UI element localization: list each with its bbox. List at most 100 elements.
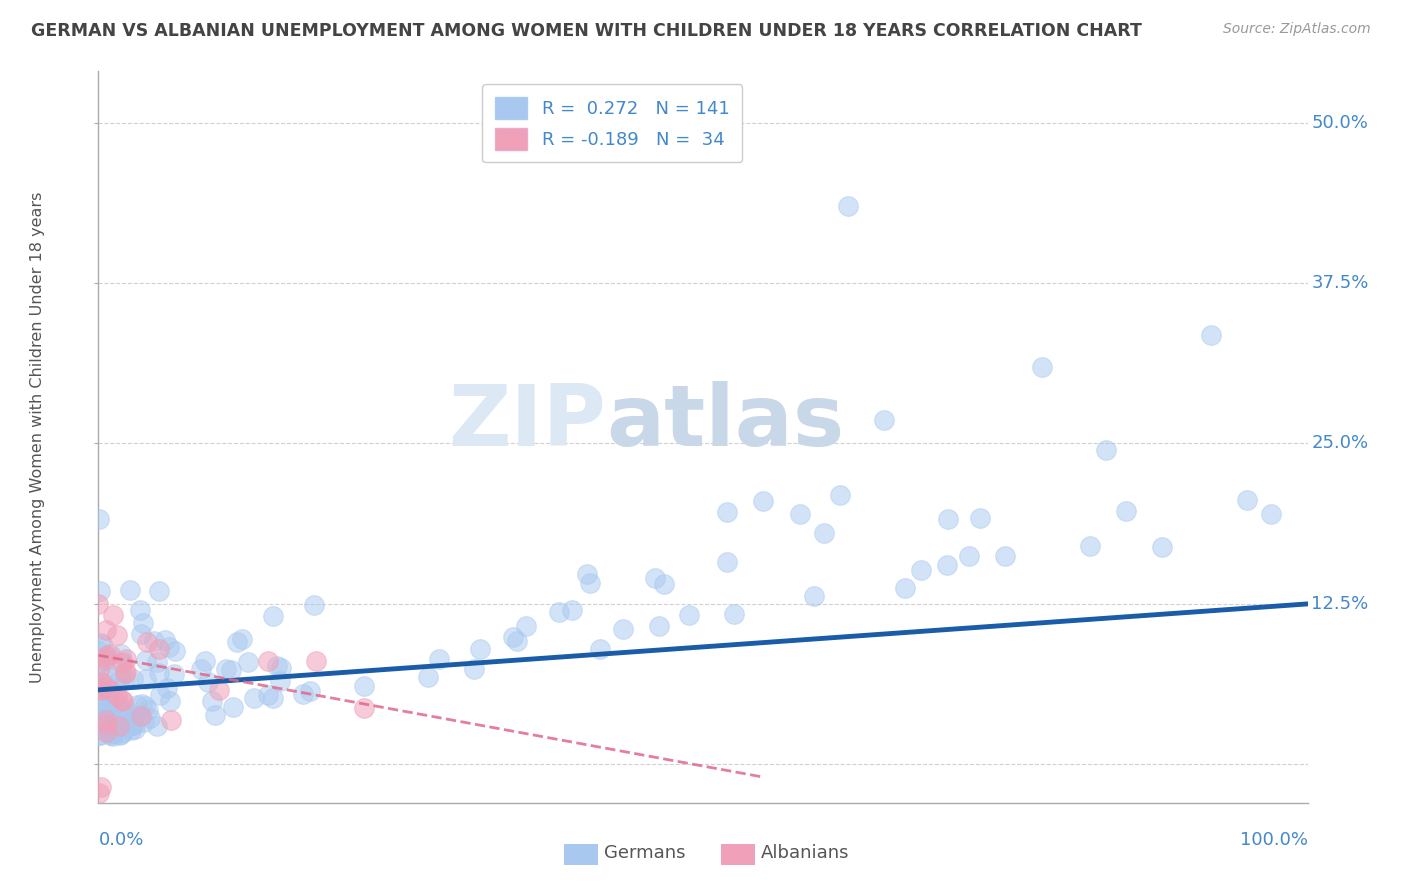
Point (292, 687, 315, 701)
Point (122, 713, 145, 727)
Point (222, 700, 245, 714)
Point (94, 624, 117, 638)
Point (427, 652, 450, 666)
Text: Albanians: Albanians (761, 844, 849, 863)
Point (1115, 504, 1137, 518)
Point (548, 605, 571, 619)
Point (94, 654, 117, 668)
Text: 25.0%: 25.0% (1312, 434, 1368, 452)
Point (91, 675, 114, 690)
Point (243, 690, 266, 705)
Point (1152, 540, 1174, 554)
Point (470, 641, 492, 656)
Point (418, 670, 440, 684)
Point (87, 702, 110, 716)
Point (155, 632, 177, 647)
Point (121, 672, 143, 686)
Point (1095, 442, 1118, 457)
Point (94, 716, 117, 731)
Text: GERMAN VS ALBANIAN UNEMPLOYMENT AMONG WOMEN WITH CHILDREN UNDER 18 YEARS CORRELA: GERMAN VS ALBANIAN UNEMPLOYMENT AMONG WO… (31, 22, 1142, 40)
Point (1236, 492, 1258, 507)
Point (221, 663, 243, 677)
Point (120, 723, 142, 738)
Point (135, 635, 157, 649)
Point (969, 511, 991, 525)
Point (98, 728, 121, 742)
Point (515, 619, 537, 633)
Point (91, 714, 114, 728)
Point (90, 780, 112, 795)
Point (101, 729, 124, 743)
Point (101, 607, 124, 622)
Text: 12.5%: 12.5% (1312, 595, 1368, 613)
Point (894, 581, 917, 595)
Point (197, 674, 219, 689)
Point (936, 511, 959, 525)
Point (105, 712, 128, 726)
Point (93, 696, 115, 710)
Point (115, 651, 138, 665)
Legend: R =  0.272   N = 141, R = -0.189   N =  34: R = 0.272 N = 141, R = -0.189 N = 34 (482, 84, 742, 162)
Point (134, 699, 156, 714)
Point (118, 708, 141, 723)
Point (131, 697, 153, 711)
Point (128, 709, 150, 723)
Point (111, 656, 134, 670)
Point (89, 728, 111, 742)
Point (87, 644, 110, 658)
Point (107, 719, 129, 733)
Point (505, 634, 527, 648)
Point (112, 724, 135, 739)
Point (298, 684, 321, 698)
Point (266, 659, 288, 673)
Point (215, 662, 238, 676)
Point (148, 666, 170, 681)
Point (129, 627, 152, 641)
Point (87, 597, 110, 611)
Bar (721, 845, 755, 865)
Point (256, 654, 278, 668)
Point (108, 668, 131, 682)
Point (98, 698, 121, 712)
Point (114, 666, 136, 681)
Point (101, 707, 124, 722)
Point (723, 607, 745, 621)
Point (163, 666, 186, 681)
Point (269, 673, 291, 688)
Point (803, 590, 825, 604)
Point (98, 686, 121, 700)
Point (122, 718, 145, 732)
Point (146, 655, 169, 669)
Point (678, 607, 700, 622)
Point (561, 603, 583, 617)
Point (96, 707, 118, 722)
Point (110, 648, 132, 662)
Point (148, 584, 170, 599)
Point (270, 661, 292, 675)
Point (936, 558, 959, 573)
Point (97, 648, 120, 663)
Point (957, 549, 980, 564)
Point (90, 660, 112, 674)
Point (120, 582, 142, 597)
Point (612, 622, 634, 636)
Point (148, 642, 170, 657)
Point (89, 682, 111, 697)
Point (89, 584, 111, 599)
Point (90, 674, 112, 689)
Point (105, 689, 128, 703)
Point (1031, 359, 1053, 374)
Point (111, 656, 134, 670)
Point (98, 686, 121, 700)
Point (994, 549, 1017, 563)
Point (134, 715, 156, 730)
Point (502, 631, 524, 645)
Point (1078, 539, 1101, 553)
Point (226, 634, 249, 648)
Point (156, 681, 179, 696)
Point (96, 648, 118, 663)
Point (830, 488, 852, 502)
Point (98, 711, 121, 725)
Point (159, 694, 181, 708)
Point (789, 507, 811, 521)
